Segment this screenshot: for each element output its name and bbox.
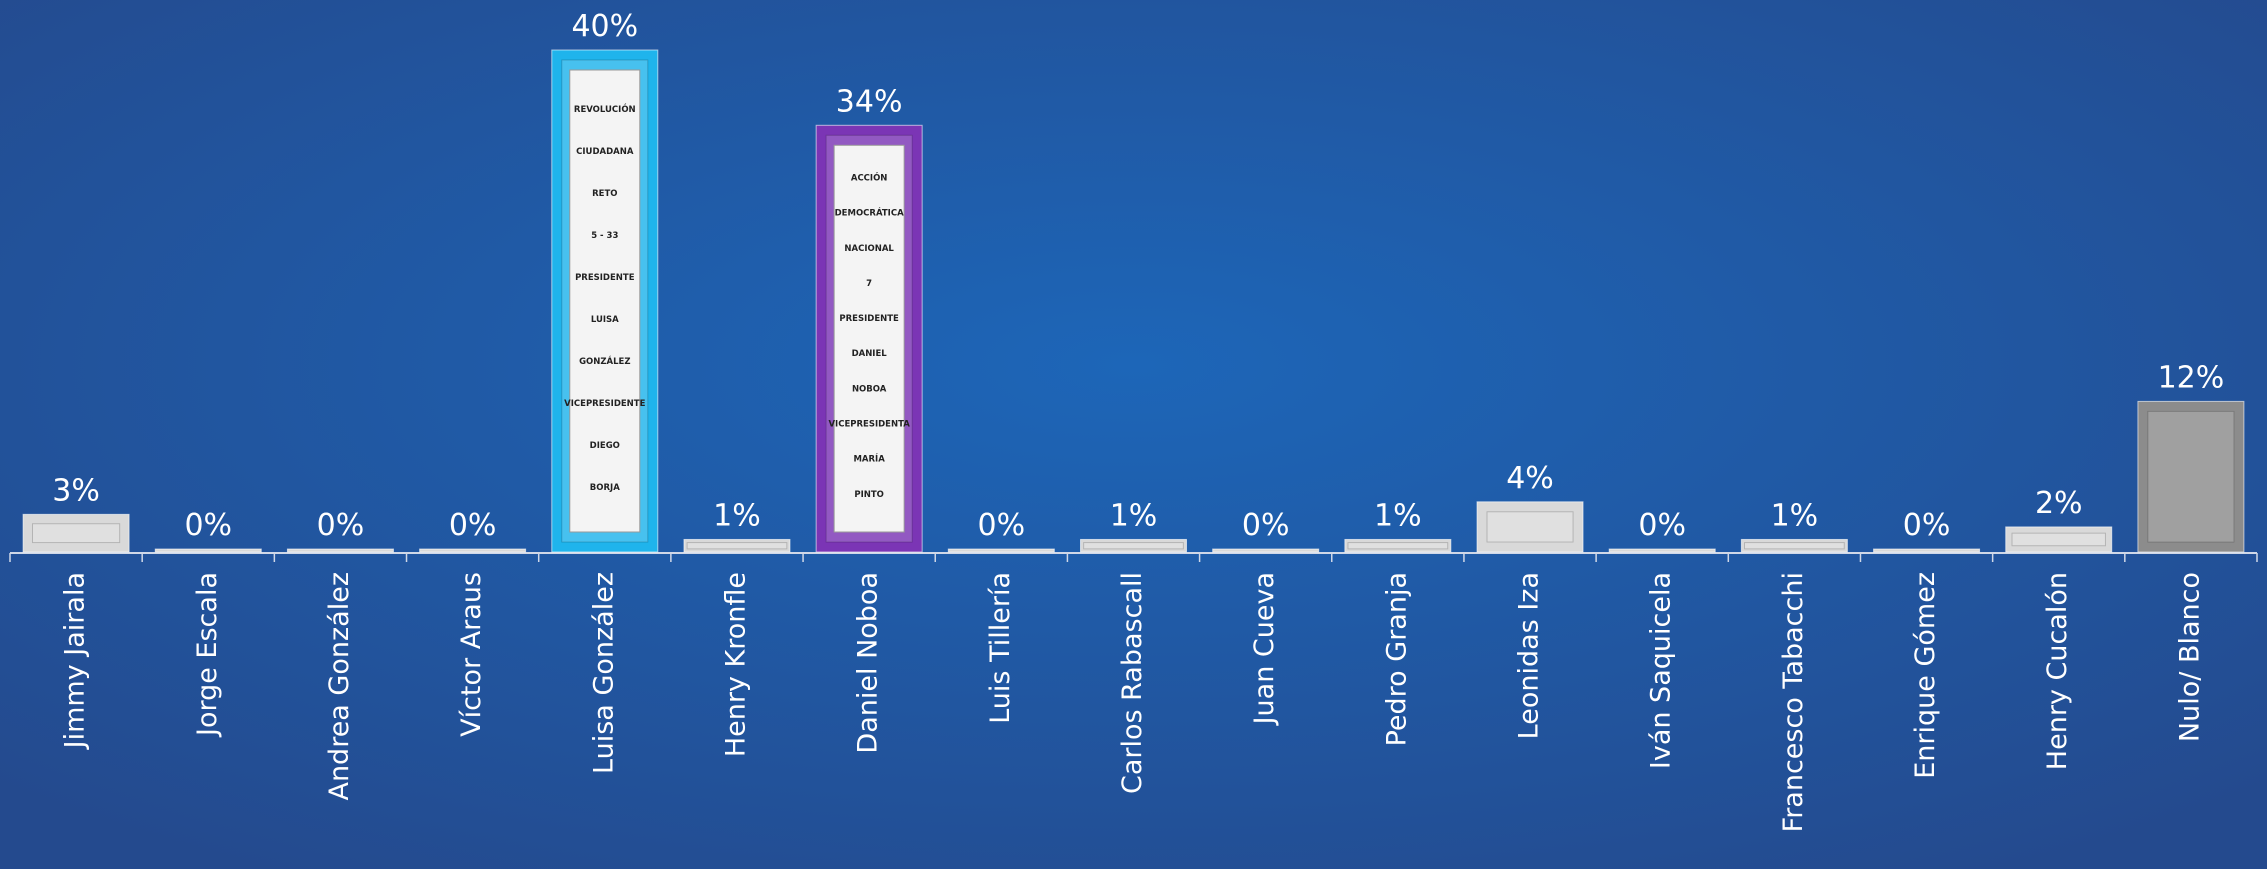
x-tick-label: Iván Saquicela xyxy=(1646,572,1677,769)
bar xyxy=(155,549,261,552)
value-label: 0% xyxy=(978,508,1026,543)
bar xyxy=(287,549,393,552)
bar xyxy=(948,549,1054,552)
ballot-text: LUISA xyxy=(591,315,619,325)
x-tick-label: Henry Kronfle xyxy=(720,572,751,757)
value-label: 40% xyxy=(571,9,638,44)
ballot-text: ACCIÓN xyxy=(851,171,888,183)
bar xyxy=(1874,549,1980,552)
ballot-text: 7 xyxy=(866,279,872,289)
x-tick-label: Jorge Escala xyxy=(192,572,223,738)
bar-bevel xyxy=(1745,543,1845,549)
bar xyxy=(420,549,526,552)
x-tick-label: Henry Cucalón xyxy=(2042,572,2073,770)
x-tick-label: Luisa González xyxy=(588,572,619,774)
value-label: 0% xyxy=(317,508,365,543)
value-label: 0% xyxy=(1242,508,1290,543)
ballot-text: PRESIDENTE xyxy=(575,273,635,283)
x-tick-label: Víctor Araus xyxy=(456,572,487,737)
ballot-text: VICEPRESIDENTE xyxy=(564,399,645,409)
ballot-text: PRESIDENTE xyxy=(839,314,899,324)
ballot-text: GONZÁLEZ xyxy=(579,355,630,367)
value-label: 0% xyxy=(1638,508,1686,543)
bar-bevel xyxy=(2148,411,2234,542)
bar-bevel xyxy=(1084,543,1184,549)
value-label: 0% xyxy=(449,508,497,543)
chart: 3% Jimmy Jairala 0% Jorge Escala 0% Andrea Go… xyxy=(0,0,2267,869)
ballot-text: RETO xyxy=(592,189,617,199)
ballot xyxy=(570,70,640,532)
ballot-text: REVOLUCIÓN xyxy=(574,103,636,115)
x-tick-label: Leonidas Iza xyxy=(1514,572,1545,739)
value-label: 0% xyxy=(1903,508,1951,543)
x-tick-label: Francesco Tabacchi xyxy=(1778,572,1809,832)
ballot-text: BORJA xyxy=(590,483,620,493)
value-label: 3% xyxy=(52,473,100,508)
x-tick-label: Enrique Gómez xyxy=(1910,572,1941,779)
ballot-text: NOBOA xyxy=(852,384,887,394)
bar xyxy=(1609,549,1715,552)
ballot-text: DANIEL xyxy=(852,349,888,359)
ballot-text: PINTO xyxy=(854,490,884,500)
value-label: 2% xyxy=(2035,486,2083,521)
x-tick-label: Carlos Rabascall xyxy=(1117,572,1148,794)
value-label: 1% xyxy=(713,498,761,533)
value-label: 0% xyxy=(184,508,232,543)
value-label: 1% xyxy=(1374,498,1422,533)
ballot-text: MARÍA xyxy=(853,453,885,465)
ballot-text: 5 - 33 xyxy=(591,231,618,241)
x-tick-label: Jimmy Jairala xyxy=(60,572,91,750)
bar-bevel xyxy=(1348,543,1448,549)
ballot-text: VICEPRESIDENTA xyxy=(828,420,910,430)
bar-bevel xyxy=(1487,512,1573,542)
ballot-text: DEMOCRÁTICA xyxy=(835,207,904,219)
bar-bevel xyxy=(687,543,787,549)
ballot-text: CIUDADANA xyxy=(576,147,634,157)
value-label: 4% xyxy=(1506,461,1554,496)
bar-bevel xyxy=(33,524,120,543)
ballot-text: DIEGO xyxy=(590,441,620,451)
bar-bevel xyxy=(2012,533,2105,546)
ballot-text: NACIONAL xyxy=(844,244,894,254)
value-label: 1% xyxy=(1771,498,1819,533)
x-tick-label: Luis Tillería xyxy=(985,572,1016,724)
value-label: 1% xyxy=(1110,498,1158,533)
value-label: 12% xyxy=(2158,360,2225,395)
x-tick-label: Andrea González xyxy=(324,572,355,801)
ballot xyxy=(834,145,904,532)
value-label: 34% xyxy=(836,84,903,119)
x-tick-label: Daniel Noboa xyxy=(853,572,884,754)
x-tick-label: Juan Cueva xyxy=(1249,572,1280,726)
x-tick-label: Nulo/ Blanco xyxy=(2174,572,2205,742)
bar xyxy=(1213,549,1319,552)
x-tick-label: Pedro Granja xyxy=(1381,572,1412,746)
